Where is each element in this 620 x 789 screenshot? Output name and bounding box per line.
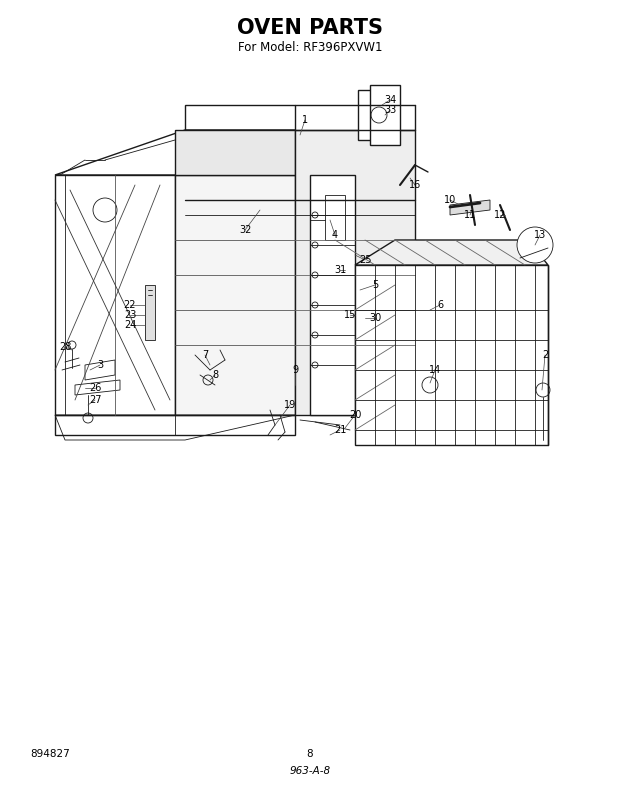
Text: 10: 10 (444, 195, 456, 205)
Text: 7: 7 (202, 350, 208, 360)
Text: OVEN PARTS: OVEN PARTS (237, 18, 383, 38)
Text: 23: 23 (124, 310, 136, 320)
Text: 30: 30 (369, 313, 381, 323)
Text: 8: 8 (212, 370, 218, 380)
Text: 1: 1 (302, 115, 308, 125)
Polygon shape (450, 200, 490, 215)
Polygon shape (175, 130, 295, 175)
Circle shape (517, 227, 553, 263)
Text: 894827: 894827 (30, 749, 69, 759)
Text: 31: 31 (334, 265, 346, 275)
Text: 34: 34 (384, 95, 396, 105)
Text: 13: 13 (534, 230, 546, 240)
Polygon shape (355, 265, 548, 445)
Text: 21: 21 (334, 425, 346, 435)
Text: 3: 3 (97, 360, 103, 370)
Text: 26: 26 (89, 383, 101, 393)
Polygon shape (310, 175, 355, 415)
Text: 5: 5 (372, 280, 378, 290)
Polygon shape (295, 130, 415, 415)
Text: 24: 24 (124, 320, 136, 330)
Polygon shape (145, 285, 155, 340)
Text: 6: 6 (437, 300, 443, 310)
Text: 14: 14 (429, 365, 441, 375)
Text: 15: 15 (344, 310, 356, 320)
Text: 16: 16 (409, 180, 421, 190)
Polygon shape (358, 90, 395, 140)
Text: 12: 12 (494, 210, 506, 220)
Text: 28: 28 (59, 342, 71, 352)
Text: 11: 11 (464, 210, 476, 220)
Text: 20: 20 (349, 410, 361, 420)
Text: 22: 22 (124, 300, 136, 310)
Text: 9: 9 (292, 365, 298, 375)
Text: 4: 4 (332, 230, 338, 240)
Text: 963-A-8: 963-A-8 (290, 766, 330, 776)
Text: 2: 2 (542, 350, 548, 360)
Text: 8: 8 (307, 749, 313, 759)
Polygon shape (355, 240, 548, 265)
Text: For Model: RF396PXVW1: For Model: RF396PXVW1 (237, 40, 383, 54)
Text: 19: 19 (284, 400, 296, 410)
Polygon shape (370, 85, 400, 145)
Text: 27: 27 (89, 395, 101, 405)
Text: 33: 33 (384, 105, 396, 115)
Polygon shape (175, 175, 295, 415)
Text: 32: 32 (239, 225, 251, 235)
Text: 25: 25 (359, 255, 371, 265)
